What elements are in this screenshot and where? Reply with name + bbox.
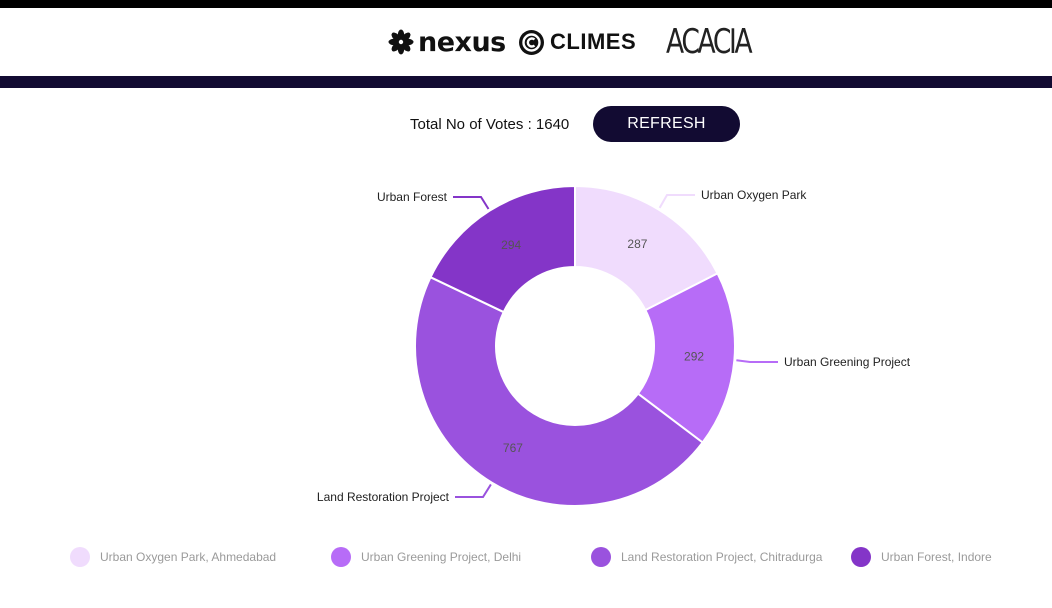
legend-label: Urban Forest, Indore xyxy=(881,550,992,564)
legend-label: Urban Oxygen Park, Ahmedabad xyxy=(100,550,277,564)
donut-chart: 287 Urban Oxygen Park 292 Urban Greening Pr… xyxy=(317,185,911,507)
acacia-logo: ACACIA xyxy=(666,22,774,62)
slice-category-label: Urban Oxygen Park xyxy=(701,188,807,202)
slice-category-label: Urban Greening Project xyxy=(784,355,911,369)
nexus-logo-text: nexus xyxy=(418,26,506,58)
refresh-button[interactable]: REFRESH xyxy=(593,106,740,142)
leader-line xyxy=(455,483,492,498)
legend-swatch xyxy=(331,547,351,567)
votes-summary: Total No of Votes : 1640 xyxy=(410,106,569,142)
total-votes-label: Total No of Votes : 1640 xyxy=(410,115,570,133)
climes-logo-text: CLIMES xyxy=(550,29,637,54)
acacia-logo-text: ACACIA xyxy=(666,22,753,62)
leader-line xyxy=(658,194,695,209)
legend-item[interactable]: Urban Forest, Indore xyxy=(851,546,992,568)
legend-swatch xyxy=(851,547,871,567)
legend-item[interactable]: Urban Greening Project, Delhi xyxy=(331,546,521,568)
nexus-logo: nexus xyxy=(388,24,506,60)
slice-value-label: 287 xyxy=(627,237,647,251)
climes-c-icon xyxy=(519,29,544,55)
slice-category-label: Land Restoration Project xyxy=(317,490,450,504)
legend-label: Land Restoration Project, Chitradurga xyxy=(621,550,823,564)
climes-logo: CLIMES xyxy=(518,24,636,60)
donut-slice[interactable] xyxy=(429,185,576,314)
legend-item[interactable]: Urban Oxygen Park, Ahmedabad xyxy=(70,546,276,568)
legend-swatch xyxy=(591,547,611,567)
donut-slice[interactable] xyxy=(637,272,736,444)
slice-value-label: 767 xyxy=(503,441,523,455)
leader-line xyxy=(736,359,778,363)
leader-line xyxy=(453,196,490,210)
slice-value-label: 292 xyxy=(684,350,704,364)
slice-category-label: Urban Forest xyxy=(377,190,448,204)
donut-slice[interactable] xyxy=(574,185,719,312)
nexus-star-icon xyxy=(388,29,414,55)
slice-value-label: 294 xyxy=(501,238,521,252)
legend-swatch xyxy=(70,547,90,567)
legend-label: Urban Greening Project, Delhi xyxy=(361,550,522,564)
donut-slice[interactable] xyxy=(414,276,704,507)
legend-item[interactable]: Land Restoration Project, Chitradurga xyxy=(591,546,822,568)
header-bar xyxy=(0,76,1052,88)
top-strip xyxy=(0,0,1052,8)
chart-legend: Urban Oxygen Park, Ahmedabad Urban Greeni… xyxy=(0,546,1052,568)
